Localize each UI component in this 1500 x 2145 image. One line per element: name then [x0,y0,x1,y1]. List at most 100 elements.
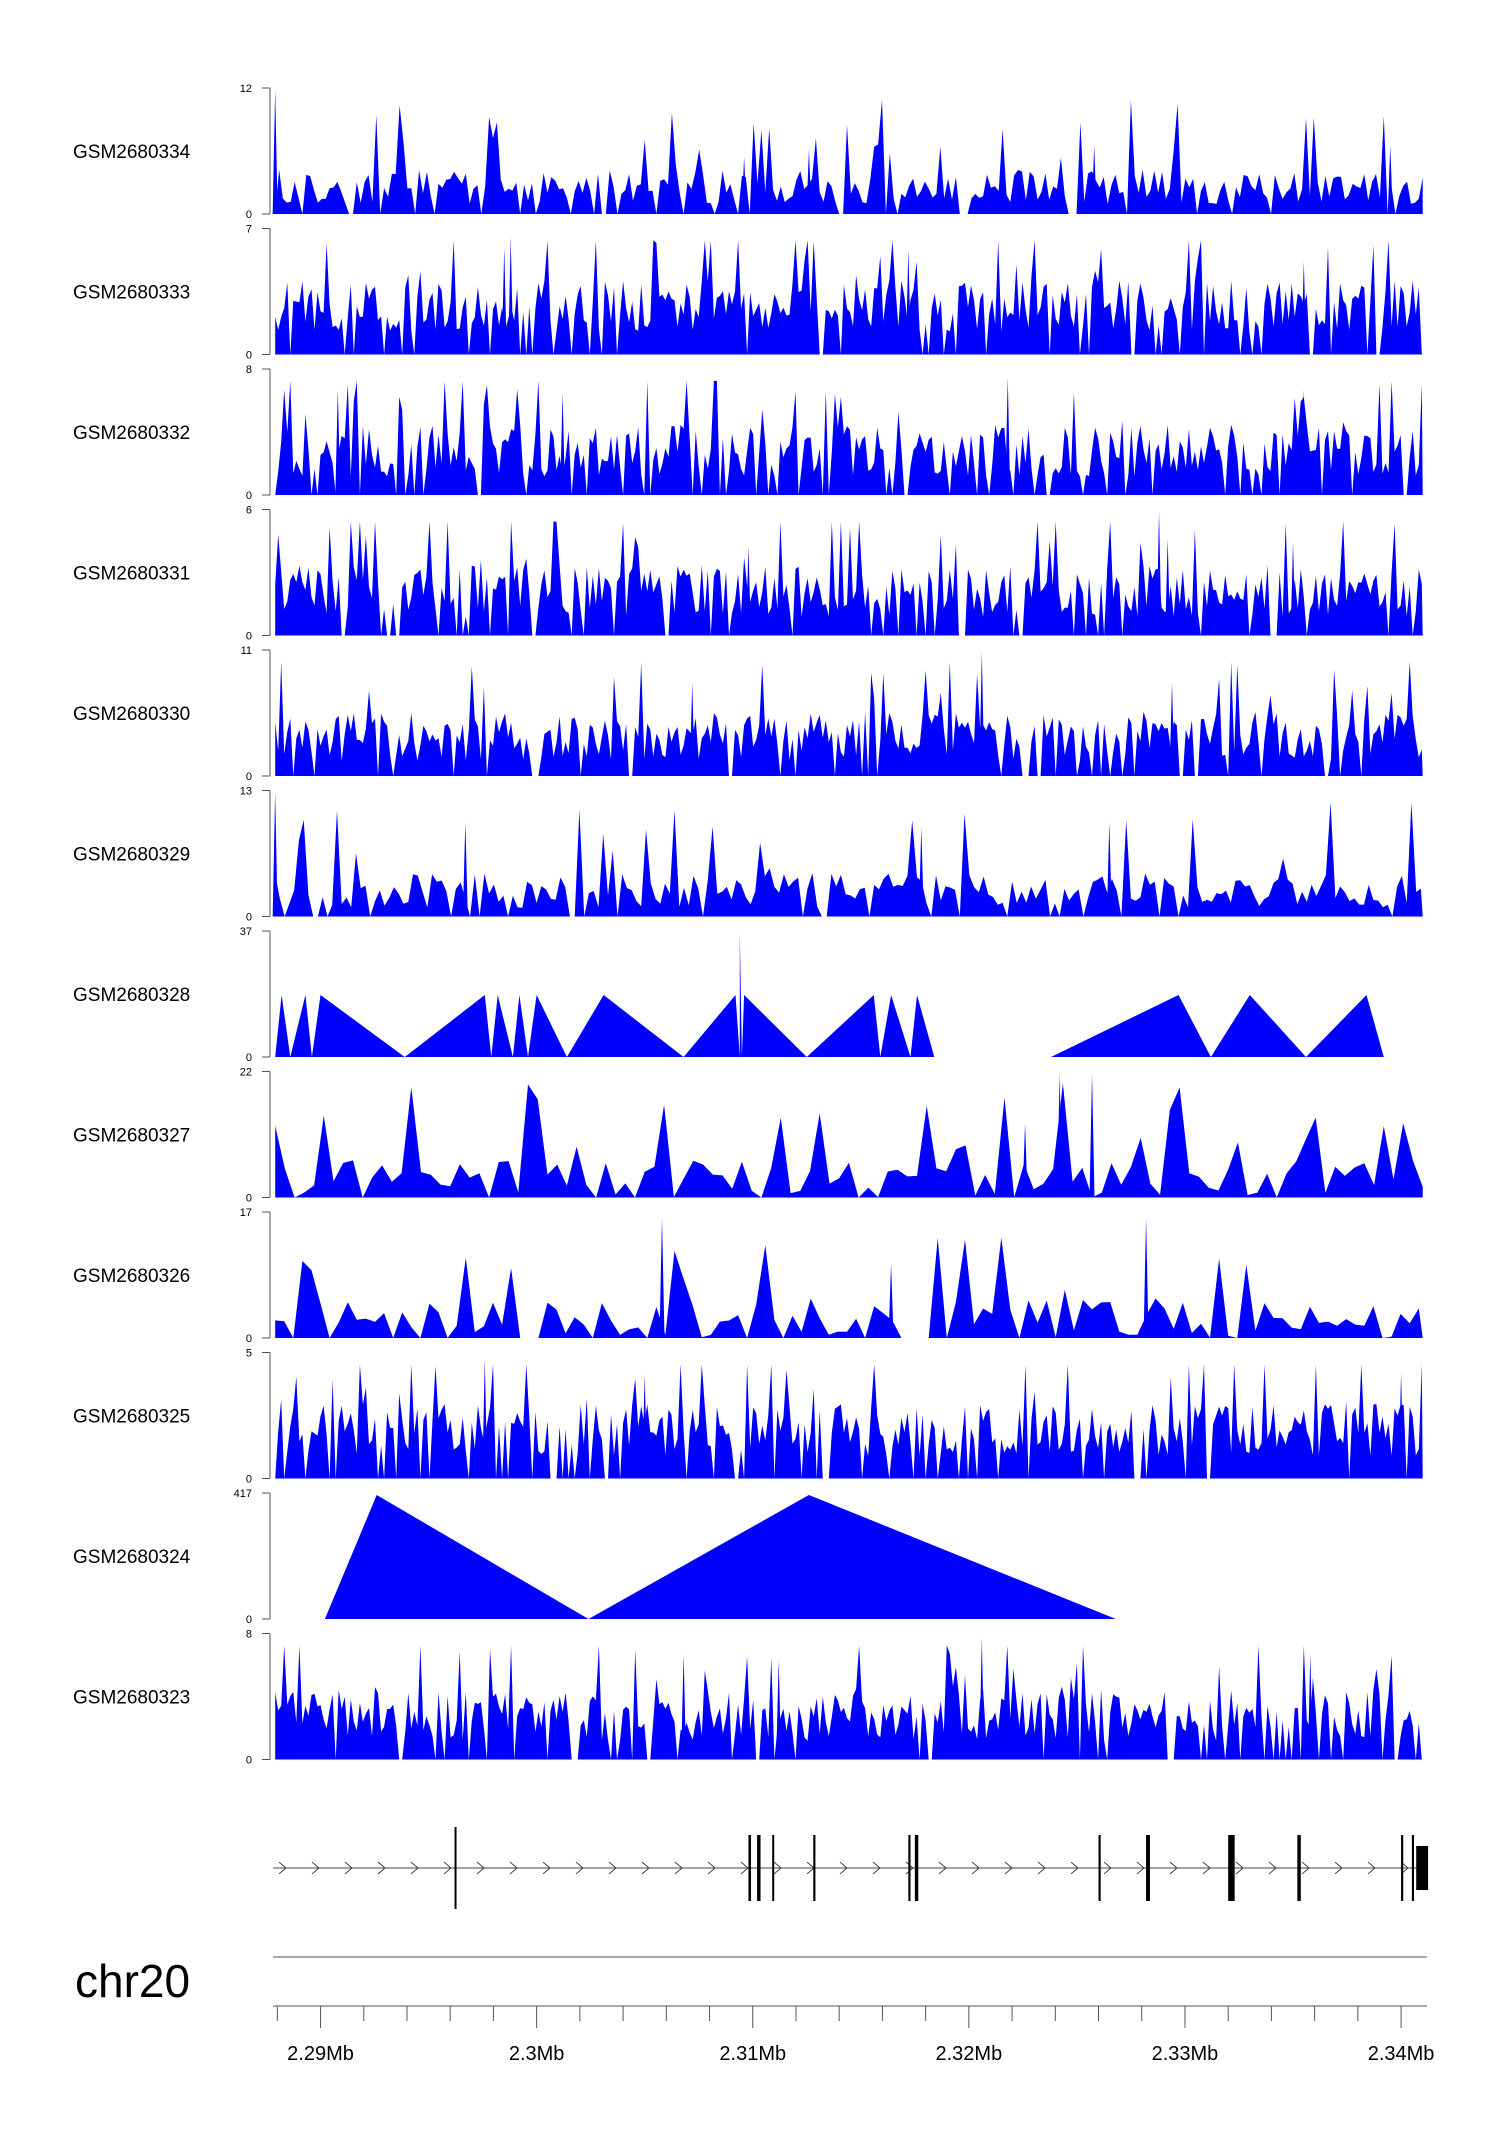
signal-peak [1301,389,1307,495]
y-min-label: 0 [246,912,252,924]
signal-peak [806,149,812,214]
y-min-label: 0 [246,631,252,643]
signal-peak [659,1217,665,1338]
track-label: GSM2680323 [73,1688,190,1709]
coverage-area [275,1645,1423,1760]
chromosome-label: chr20 [75,1955,190,2007]
strand-arrow [344,1861,353,1875]
track-GSM2680323: GSM2680323 8 0 [73,1629,1423,1767]
strand-arrow [1202,1861,1211,1875]
signal-peak [979,1637,985,1760]
signal-peak [1290,542,1296,636]
y-min-label: 0 [246,490,252,502]
coverage-area [275,933,1384,1057]
exon-block [1297,1835,1301,1901]
strand-arrow [938,1861,947,1875]
y-min-label: 0 [246,1052,252,1064]
track-label: GSM2680330 [73,704,190,725]
y-min-label: 0 [246,209,252,221]
signal-peak [1165,538,1171,636]
track-label: GSM2680333 [73,283,190,304]
track-label: GSM2680334 [73,142,191,163]
exon-block [757,1835,761,1901]
signal-peak [1106,822,1112,917]
gene-model-track [273,1827,1429,1909]
strand-arrow [707,1861,716,1875]
strand-arrow [1103,1861,1112,1875]
track-label: GSM2680331 [73,564,190,585]
exon-block [1401,1835,1404,1901]
coverage-area [275,1364,1423,1479]
strand-arrow [641,1861,650,1875]
coverage-area [275,521,1423,636]
strand-arrow [377,1861,386,1875]
strand-arrow [311,1861,320,1875]
strand-arrow [839,1861,848,1875]
signal-peak [776,1660,782,1760]
track-GSM2680330: GSM2680330 11 0 [73,645,1423,783]
signal-peak [741,156,747,214]
strand-arrow [740,1861,749,1875]
track-GSM2680325: GSM2680325 5 0 [73,1348,1423,1486]
track-GSM2680332: GSM2680332 8 0 [73,364,1423,502]
strand-arrow [773,1861,782,1875]
exon-block [454,1827,457,1909]
signal-peak [1156,511,1162,636]
strand-arrow [1367,1861,1376,1875]
signal-peak [501,247,507,355]
coverage-area [275,661,1423,776]
signal-peak [918,827,924,917]
signal-peak [689,683,695,776]
exon-block [914,1835,919,1901]
track-GSM2680324: GSM2680324 417 0 [73,1488,1116,1626]
strand-arrow [1136,1861,1145,1875]
track-GSM2680329: GSM2680329 13 0 [73,786,1423,924]
y-min-label: 0 [246,1333,252,1345]
strand-arrow [674,1861,683,1875]
y-min-label: 0 [246,350,252,362]
y-max-label: 8 [246,364,252,376]
y-max-label: 37 [240,926,252,938]
strand-arrow [509,1861,518,1875]
coverage-area [275,1237,1423,1338]
coverage-area [275,380,1423,495]
signal-peak [1301,261,1307,355]
signal-peak [1398,1373,1404,1479]
track-label: GSM2680328 [73,985,190,1006]
signal-peak [1143,1217,1149,1338]
signal-peak [1057,1073,1063,1198]
exon-block [908,1835,911,1901]
x-tick-label: 2.3Mb [509,2043,565,2065]
track-GSM2680326: GSM2680326 17 0 [73,1207,1423,1345]
y-min-label: 0 [246,1193,252,1205]
exon-block [813,1835,816,1901]
signal-peak [335,389,341,495]
strand-arrow [410,1861,419,1875]
signal-peak [272,792,278,917]
signal-peak [888,1263,894,1338]
strand-arrow [872,1861,881,1875]
exon-block [1146,1835,1150,1901]
y-max-label: 6 [246,505,252,517]
track-label: GSM2680327 [73,1126,190,1147]
exon-block [772,1835,775,1901]
strand-arrow [1235,1861,1244,1875]
exon-block [1228,1835,1235,1901]
strand-arrow [971,1861,980,1875]
x-tick-label: 2.31Mb [719,2043,786,2065]
strand-arrow [1334,1861,1343,1875]
y-max-label: 17 [240,1207,252,1219]
signal-peak [642,1374,648,1479]
exon-block [1411,1835,1415,1901]
track-label: GSM2680326 [73,1266,190,1287]
strand-arrow [905,1861,914,1875]
signal-peak [462,822,468,917]
strand-arrow [1037,1861,1046,1875]
strand-arrow [443,1861,452,1875]
exon-block [1098,1835,1101,1901]
y-min-label: 0 [246,771,252,783]
coverage-tracks: GSM2680334120GSM268033370GSM268033280GSM… [73,83,1423,1767]
strand-arrow [1400,1861,1409,1875]
x-tick-label: 2.33Mb [1152,2043,1219,2065]
